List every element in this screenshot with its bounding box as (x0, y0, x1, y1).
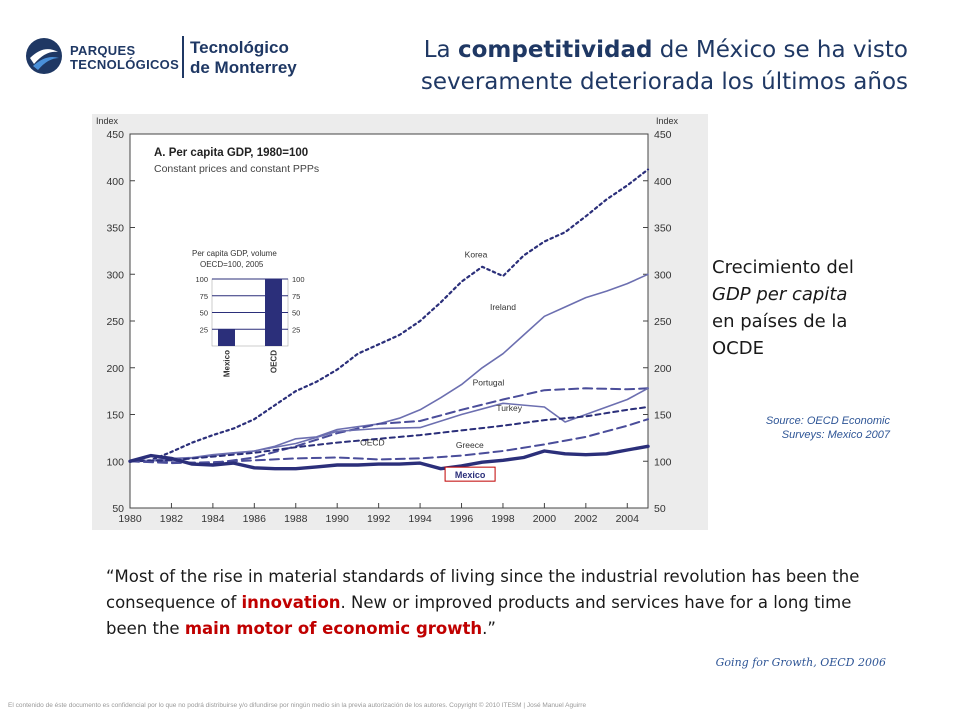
series-label-korea: Korea (465, 249, 488, 259)
x-tick-label: 1994 (408, 513, 432, 525)
y-axis-label-left: Index (96, 116, 119, 126)
series-line-greece (129, 418, 649, 465)
x-tick-label: 2004 (616, 513, 640, 525)
source-line-2: Surveys: Mexico 2007 (781, 429, 890, 441)
inset-tick-right: 75 (292, 292, 300, 301)
y-tick-label-right: 100 (654, 456, 672, 468)
series-label-mexico: Mexico (455, 470, 486, 480)
y-tick-label-right: 400 (654, 176, 672, 188)
logo-line-tecnologico: Tecnológico (190, 38, 289, 57)
series-label-greece: Greece (456, 440, 484, 450)
inset-bar-label-oecd: OECD (270, 350, 279, 373)
chart-subtitle: Constant prices and constant PPPs (154, 163, 319, 175)
inset-bar-mexico (218, 329, 235, 346)
title-post: de México se ha visto (652, 37, 908, 63)
y-tick-label-left: 300 (106, 269, 124, 281)
y-tick-label-right: 450 (654, 129, 672, 141)
series-line-oecd (129, 406, 649, 463)
chart-source: Source: OECD Economic Surveys: Mexico 20… (720, 414, 890, 442)
quote-source: Going for Growth, OECD 2006 (715, 656, 886, 669)
logo-line-de-monterrey: de Monterrey (190, 58, 297, 77)
x-tick-label: 1990 (326, 513, 350, 525)
logo-line-tecnologicos: TECNOLÓGICOS (70, 57, 180, 72)
series-label-ireland: Ireland (490, 302, 516, 312)
series-line-ireland (129, 273, 649, 463)
series-line-korea (128, 168, 650, 463)
x-tick-label: 1980 (118, 513, 142, 525)
inset-tick-left: 25 (200, 325, 208, 334)
x-tick-label: 1982 (160, 513, 184, 525)
quote-part-1: “Most of the rise in material standards … (106, 567, 860, 612)
x-tick-label: 1992 (367, 513, 391, 525)
side-line-3: en países de la (712, 311, 848, 332)
tec-monterrey-wordmark: Tecnológico de Monterrey (190, 38, 297, 78)
series-label-turkey: Turkey (496, 403, 522, 413)
y-tick-label-left: 150 (106, 410, 124, 422)
inset-title-line-1: Per capita GDP, volume (192, 249, 277, 258)
y-tick-label-right: 300 (654, 269, 672, 281)
y-tick-label-left: 250 (106, 316, 124, 328)
slide-title: La competitividad de México se ha visto … (348, 34, 908, 98)
series-line-mexico (128, 444, 650, 471)
parques-tecnologicos-wordmark: PARQUES TECNOLÓGICOS (70, 44, 179, 72)
inset-bar-label-mexico: Mexico (223, 350, 232, 377)
x-tick-label: 1998 (491, 513, 515, 525)
plot-area (129, 133, 649, 509)
series-label-oecd: OECD (360, 437, 385, 447)
y-tick-label-right: 200 (654, 363, 672, 375)
quote-part-3: .” (482, 619, 496, 638)
y-tick-label-right: 350 (654, 223, 672, 235)
y-tick-label-left: 350 (106, 223, 124, 235)
y-tick-label-right: 250 (654, 316, 672, 328)
inset-tick-left: 75 (200, 292, 208, 301)
inset-bar-oecd (265, 279, 282, 346)
source-line-1: Source: OECD Economic (765, 415, 890, 427)
side-line-2: GDP per capita (712, 284, 848, 305)
y-tick-label-right: 50 (654, 503, 666, 515)
inset-title-line-2: OECD=100, 2005 (200, 260, 264, 269)
x-tick-label: 1986 (243, 513, 267, 525)
inset-tick-right: 50 (292, 309, 300, 318)
y-tick-label-left: 400 (106, 176, 124, 188)
inset-tick-left: 50 (200, 309, 208, 318)
side-heading: Crecimiento del GDP per capita en países… (712, 254, 912, 362)
title-bold-word: competitividad (457, 37, 653, 63)
chart-title: A. Per capita GDP, 1980=100 (154, 147, 308, 159)
y-tick-label-left: 50 (112, 503, 124, 515)
quote-highlight-growth: main motor of economic growth (184, 619, 483, 638)
quote-highlight-innovation: innovation (241, 593, 341, 612)
logo-divider (182, 36, 184, 78)
x-tick-label: 2000 (533, 513, 557, 525)
quote-text: “Most of the rise in material standards … (106, 564, 866, 642)
quote-part-2: . New or improved products and services … (106, 593, 852, 638)
inset-tick-left: 100 (195, 275, 208, 284)
parques-tecnologicos-logo-icon (26, 38, 62, 74)
side-line-4: OCDE (712, 338, 764, 359)
y-axis-label-right: Index (656, 116, 679, 126)
x-tick-label: 1984 (201, 513, 225, 525)
x-tick-label: 1988 (284, 513, 308, 525)
logo-line-parques: PARQUES (70, 43, 136, 58)
title-pre: La (423, 37, 458, 63)
inset-tick-right: 100 (292, 275, 305, 284)
inset-tick-right: 25 (292, 325, 300, 334)
y-tick-label-left: 100 (106, 456, 124, 468)
copyright-footer: El contenido de éste documento es confid… (8, 702, 587, 709)
title-line-2: severamente deteriorada los últimos años (420, 69, 908, 95)
y-tick-label-right: 150 (654, 410, 672, 422)
series-label-portugal: Portugal (473, 378, 505, 388)
x-tick-label: 1996 (450, 513, 474, 525)
y-tick-label-left: 200 (106, 363, 124, 375)
x-tick-label: 2002 (574, 513, 598, 525)
y-tick-label-left: 450 (106, 129, 124, 141)
mexico-label-box (444, 466, 496, 482)
side-line-1: Crecimiento del (712, 257, 854, 278)
